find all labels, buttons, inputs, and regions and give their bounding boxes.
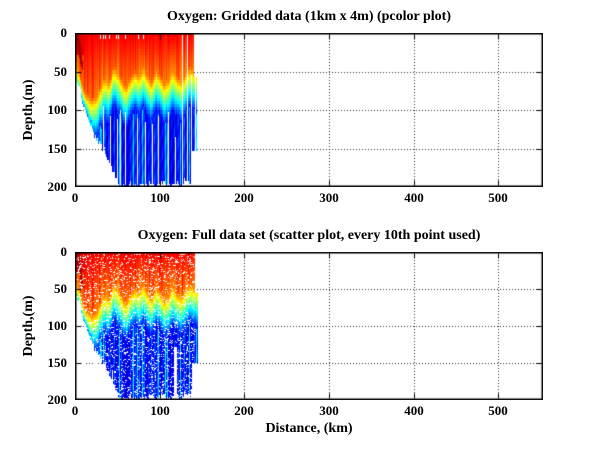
- y-tick-label: 150: [47, 355, 68, 370]
- bottom-plot-title: Oxygen: Full data set (scatter plot, eve…: [137, 228, 481, 243]
- x-tick-label: 300: [319, 403, 339, 418]
- y-tick-label: 0: [60, 244, 68, 259]
- top-y-axis-ticks: 0 50 100 150 200: [27, 25, 68, 194]
- y-tick-label: 150: [47, 141, 68, 156]
- x-tick-label: 100: [150, 403, 170, 418]
- bottom-y-axis-ticks: 0 50 100 150 200: [27, 244, 68, 407]
- top-plot-title: Oxygen: Gridded data (1km x 4m) (pcolor …: [166, 9, 451, 24]
- y-tick-label: 100: [47, 102, 68, 117]
- x-tick-label: 400: [404, 190, 424, 205]
- x-tick-label: 200: [234, 190, 254, 205]
- x-tick-label: 100: [150, 190, 170, 205]
- x-tick-label: 400: [404, 403, 424, 418]
- y-tick-label: 0: [60, 25, 68, 40]
- x-tick-label: 500: [488, 403, 508, 418]
- top-x-axis-ticks: 0 100 200 300 400 500: [72, 190, 543, 206]
- x-tick-label: 0: [71, 190, 79, 205]
- x-tick-label: 500: [488, 190, 508, 205]
- scatter-plot-canvas: [75, 252, 543, 400]
- pcolor-plot-canvas: [75, 33, 543, 187]
- y-tick-label: 200: [47, 392, 68, 407]
- x-tick-label: 0: [71, 403, 79, 418]
- bottom-x-axis-ticks: 0 100 200 300 400 500: [72, 403, 543, 419]
- y-tick-label: 100: [47, 318, 68, 333]
- y-tick-label: 50: [54, 281, 67, 296]
- x-tick-label: 300: [319, 190, 339, 205]
- y-tick-label: 50: [54, 64, 67, 79]
- distance-axis-label: Distance, (km): [265, 421, 353, 436]
- y-tick-label: 200: [47, 179, 68, 194]
- x-tick-label: 200: [234, 403, 254, 418]
